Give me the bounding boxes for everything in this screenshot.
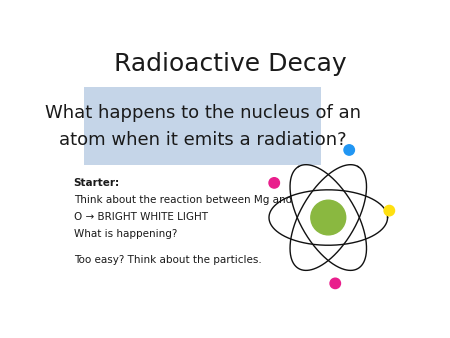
Text: What happens to the nucleus of an
atom when it emits a radiation?: What happens to the nucleus of an atom w… xyxy=(45,104,361,149)
Ellipse shape xyxy=(344,145,355,155)
Ellipse shape xyxy=(330,278,341,289)
Text: Starter:: Starter: xyxy=(74,178,120,189)
Text: O → BRIGHT WHITE LIGHT: O → BRIGHT WHITE LIGHT xyxy=(74,212,208,222)
Ellipse shape xyxy=(384,206,395,216)
Text: What is happening?: What is happening? xyxy=(74,229,177,239)
Ellipse shape xyxy=(311,200,346,235)
Ellipse shape xyxy=(269,178,279,188)
Text: Radioactive Decay: Radioactive Decay xyxy=(114,52,347,76)
Text: Think about the reaction between Mg and: Think about the reaction between Mg and xyxy=(74,195,292,206)
FancyBboxPatch shape xyxy=(84,88,321,166)
Text: Too easy? Think about the particles.: Too easy? Think about the particles. xyxy=(74,255,261,265)
